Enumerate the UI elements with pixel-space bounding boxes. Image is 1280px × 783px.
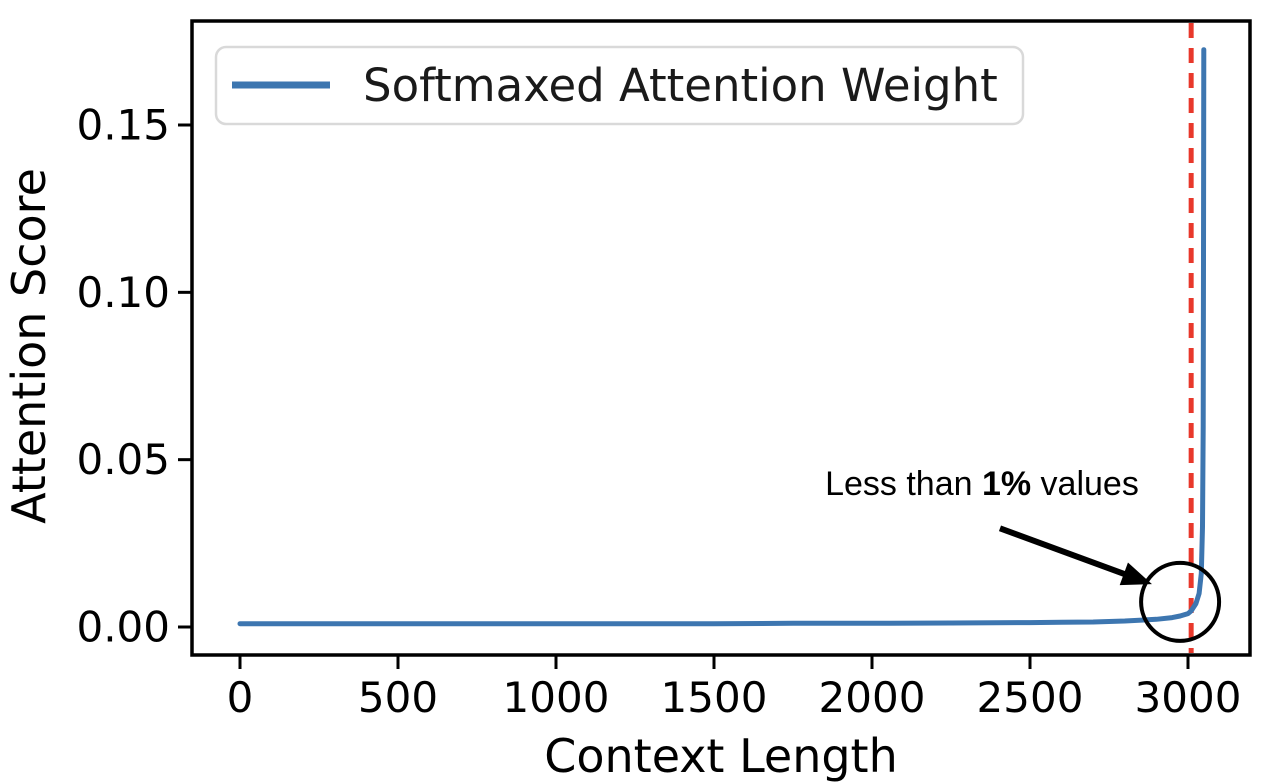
y-tick-label: 0.15 — [76, 101, 170, 150]
legend-label: Softmaxed Attention Weight — [363, 59, 998, 112]
y-tick-label: 0.05 — [76, 435, 170, 484]
annotation-arrow-shaft — [998, 525, 1129, 579]
annotation-circle — [1139, 560, 1222, 643]
plot-border — [190, 19, 1252, 657]
annotation-arrow-head — [1119, 562, 1152, 586]
y-tick-label: 0.00 — [76, 603, 170, 652]
x-axis-label: Context Length — [544, 729, 898, 783]
y-axis-label: Attention Score — [2, 168, 56, 524]
x-tick-label: 3000 — [1135, 673, 1242, 722]
x-tick-label: 1000 — [503, 673, 610, 722]
x-tick-label: 500 — [358, 673, 438, 722]
x-tick-label: 1500 — [661, 673, 768, 722]
x-tick-label: 2000 — [819, 673, 926, 722]
x-tick-label: 0 — [227, 673, 254, 722]
annotation-text: Less than 1% values — [825, 465, 1139, 503]
legend-box — [214, 45, 1025, 126]
attention-curve — [237, 47, 1207, 627]
y-tick-label: 0.10 — [76, 268, 170, 317]
x-tick-label: 2500 — [977, 673, 1084, 722]
